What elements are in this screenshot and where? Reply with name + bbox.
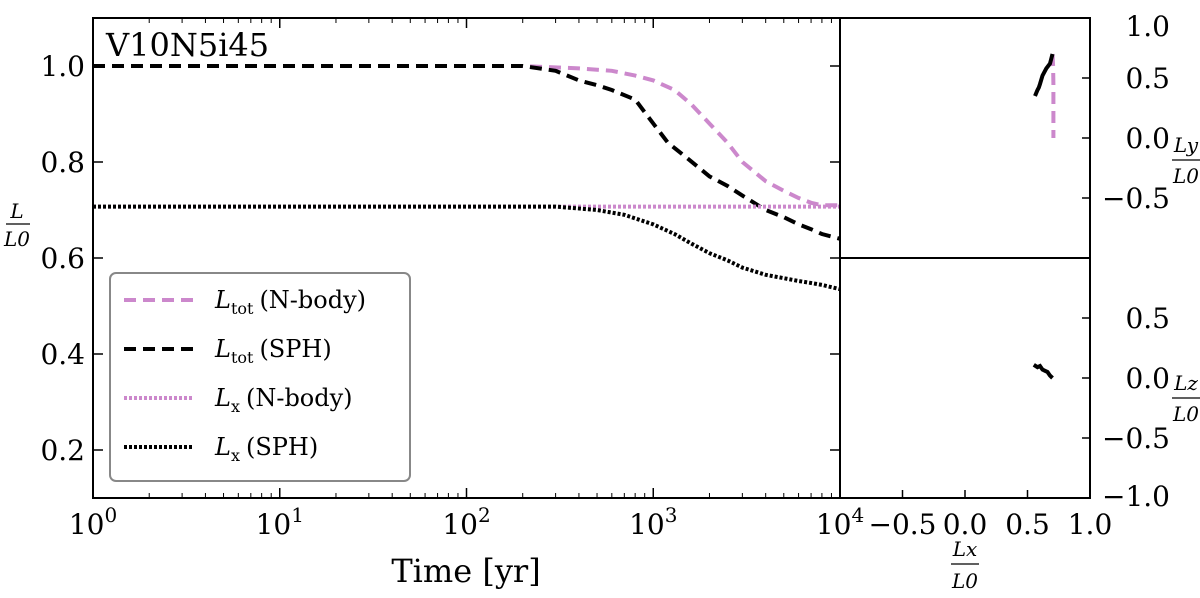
- side-y-tick-label: −1.0: [1102, 480, 1170, 513]
- y-tick-label: 0.2: [40, 434, 85, 467]
- upper-right-ticks: 0.5 0.0 −0.5 1.0: [1082, 10, 1170, 215]
- lower-right-plot-panel: 0.50.0−0.5−1.0−0.5 0.0 0.5 1.0 Lz L0 Lx L0: [839, 257, 1200, 593]
- lower-right-x-label: Lx L0: [951, 537, 979, 593]
- side-x-tick-label: 1.0: [1068, 508, 1113, 541]
- ly-label-denominator: L0: [1172, 164, 1199, 188]
- legend-entry-0: Ltot (N-body): [214, 286, 366, 318]
- x-tick-label: 104: [816, 503, 864, 541]
- legend-entry-2: Lx (N-body): [214, 384, 353, 416]
- y-tick-label: 1.0: [40, 50, 85, 83]
- x-tick-label: 102: [442, 503, 490, 541]
- x-tick-label: 103: [629, 503, 677, 541]
- side-series-line-0: [1050, 53, 1056, 138]
- upper-right-plot-panel: 0.5 0.0 −0.5 1.0 Ly L0: [839, 10, 1200, 259]
- side-y-tick-label: −0.5: [1102, 182, 1170, 215]
- panel-title: V10N5i45: [105, 26, 269, 64]
- x-tick-label: 101: [256, 503, 304, 541]
- side-y-tick-label: 0.5: [1125, 302, 1170, 335]
- y-axis-label: L L0: [3, 199, 30, 251]
- legend-entry-3: Lx (SPH): [214, 433, 318, 465]
- x-axis-label: Time [yr]: [391, 552, 540, 590]
- x-tick-label: 100: [69, 503, 117, 541]
- legend-entry-1: Ltot (SPH): [214, 335, 332, 367]
- side-x-tick-label: 0.0: [943, 508, 988, 541]
- y-tick-label: 0.4: [40, 338, 85, 371]
- series-line-3: [93, 204, 841, 292]
- side-y-tick-label: 0.0: [1125, 122, 1170, 155]
- series-line-1: [93, 64, 841, 241]
- y-tick-label: 0.8: [40, 146, 85, 179]
- lower-right-y-label: Lz L0: [1172, 371, 1200, 426]
- side-y-tick-label: 1.0: [1125, 10, 1170, 43]
- side-y-tick-label: 0.0: [1125, 362, 1170, 395]
- main-series-lines: [93, 64, 841, 292]
- ly-label-numerator: Ly: [1173, 133, 1199, 157]
- main-ticks: 100 101 102 103 104 0.2 0.4 0.6 0.8 1.0: [40, 18, 864, 541]
- lower-right-series-lines: [1032, 363, 1054, 380]
- side-x-tick-label: 0.5: [1005, 508, 1050, 541]
- lz-label-denominator: L0: [1172, 402, 1199, 426]
- side-y-tick-label: −0.5: [1102, 422, 1170, 455]
- side-x-tick-label: −0.5: [869, 508, 937, 541]
- upper-right-y-label: Ly L0: [1172, 133, 1200, 188]
- legend: Ltot (N-body) Ltot (SPH) Lx (N-body) Lx (SPH): [109, 272, 411, 482]
- lower-right-ticks: 0.50.0−0.5−1.0−0.5 0.0 0.5 1.0: [869, 302, 1171, 541]
- side-y-tick-label: 0.5: [1125, 62, 1170, 95]
- side-series-line-0: [1032, 363, 1054, 380]
- y-tick-label: 0.6: [40, 242, 85, 275]
- legend-frame: [109, 272, 411, 482]
- lz-label-numerator: Lz: [1173, 371, 1198, 395]
- side-series-line-1: [1033, 53, 1055, 97]
- upper-right-series-lines: [1033, 53, 1056, 138]
- lx-label-numerator: Lx: [952, 537, 978, 561]
- y-label-numerator: L: [9, 199, 23, 223]
- lx-label-denominator: L0: [951, 569, 978, 593]
- y-label-denominator: L0: [3, 227, 30, 251]
